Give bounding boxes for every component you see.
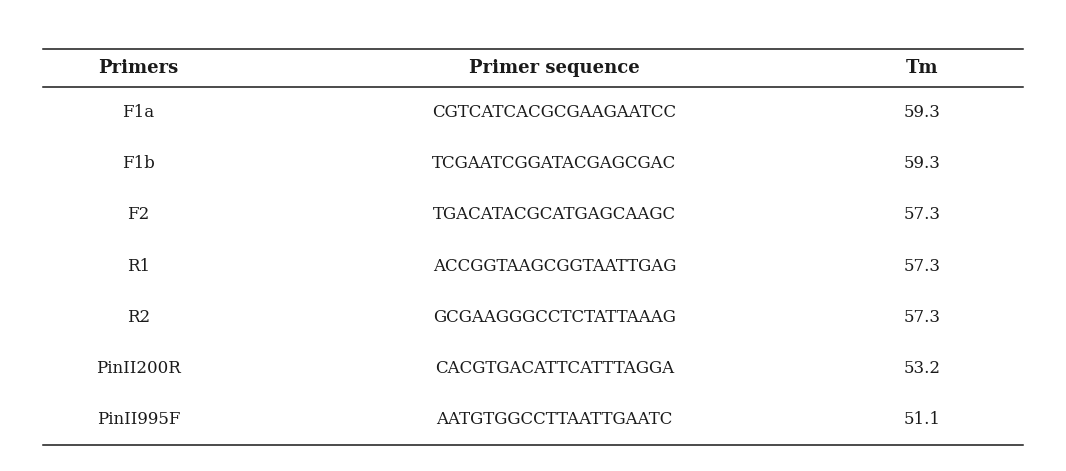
Text: PinII200R: PinII200R [96,360,181,377]
Text: TGACATACGCATGAGCAAGC: TGACATACGCATGAGCAAGC [433,206,676,223]
Text: 57.3: 57.3 [904,206,940,223]
Text: F2: F2 [128,206,149,223]
Text: 51.1: 51.1 [904,411,940,428]
Text: GCGAAGGGCCTCTATTAAAG: GCGAAGGGCCTCTATTAAAG [433,309,676,326]
Text: 57.3: 57.3 [904,309,940,326]
Text: 59.3: 59.3 [904,104,940,121]
Text: ACCGGTAAGCGGTAATTGAG: ACCGGTAAGCGGTAATTGAG [433,258,676,275]
Text: CGTCATCACGCGAAGAATCC: CGTCATCACGCGAAGAATCC [432,104,677,121]
Text: Primer sequence: Primer sequence [469,59,640,77]
Text: R2: R2 [127,309,150,326]
Text: PinII995F: PinII995F [97,411,180,428]
Text: Primers: Primers [98,59,179,77]
Text: 57.3: 57.3 [904,258,940,275]
Text: CACGTGACATTCATTTAGGA: CACGTGACATTCATTTAGGA [435,360,674,377]
Text: Tm: Tm [906,59,938,77]
Text: R1: R1 [127,258,150,275]
Text: AATGTGGCCTTAATTGAATC: AATGTGGCCTTAATTGAATC [436,411,673,428]
Text: 59.3: 59.3 [904,155,940,172]
Text: TCGAATCGGATACGAGCGAC: TCGAATCGGATACGAGCGAC [432,155,677,172]
Text: F1a: F1a [123,104,155,121]
Text: 53.2: 53.2 [904,360,940,377]
Text: F1b: F1b [123,155,155,172]
